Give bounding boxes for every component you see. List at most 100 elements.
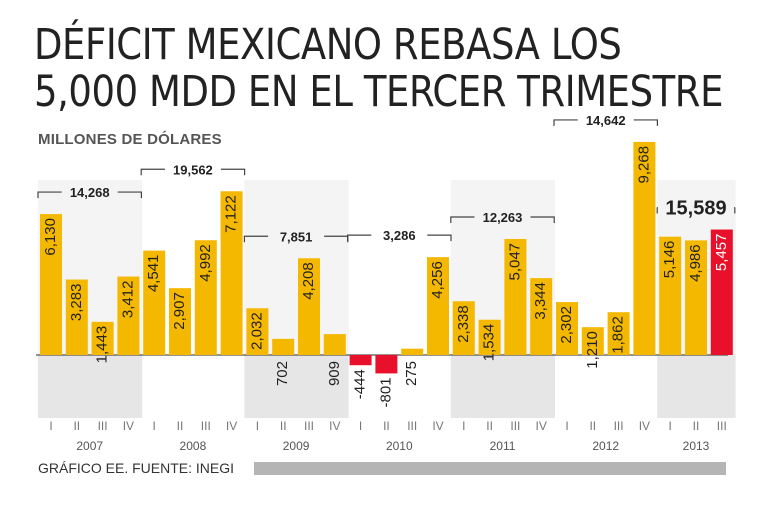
quarter-tick-label: I [256,419,259,433]
bar [581,327,604,355]
quarter-tick-label: III [614,419,624,433]
bar-value-label: 9,268 [635,146,652,184]
bar [91,321,114,355]
quarter-tick-label: IV [226,419,237,433]
bar-value-label: 4,986 [687,244,704,282]
bar [427,257,449,355]
bar [633,141,656,355]
year-label: 2008 [180,439,207,453]
bar-value-label: 2,907 [171,292,188,330]
year-total-label: 3,286 [383,228,416,243]
bar-value-label: 5,457 [713,234,730,272]
year-band-lower [38,355,143,418]
year-label: 2012 [592,439,619,453]
bar [607,312,630,355]
bar-value-label: 5,047 [506,243,523,281]
bar [452,301,475,355]
bar-value-label: -801 [377,377,394,407]
bar [375,355,398,374]
quarter-tick-label: II [693,419,700,433]
year-label: 2010 [386,439,413,453]
footer-rule [254,462,726,475]
quarter-tick-label: I [462,419,465,433]
quarter-tick-label: II [589,419,596,433]
chart-title: DÉFICIT MEXICANO REBASA LOS 5,000 MDD EN… [34,20,724,117]
quarter-tick-label: I [359,419,362,433]
bar [169,288,191,355]
source-footer: GRÁFICO EE. FUENTE: INEGI [38,460,235,476]
quarter-tick-label: I [565,419,568,433]
year-band-lower [657,355,736,418]
bar [272,338,295,355]
chart-title-line-2: 5,000 MDD EN EL TERCER TRIMESTRE [34,67,724,117]
bar [298,258,320,355]
year-bracket [553,119,658,126]
quarter-tick-label: II [280,419,287,433]
bar-value-label: 3,344 [532,282,549,320]
quarter-tick-label: I [153,419,156,433]
bar-value-label: 7,122 [223,195,240,233]
quarter-tick-label: IV [536,419,547,433]
year-bracket [450,216,555,223]
bar [478,319,501,355]
bar-value-label: 1,443 [94,326,111,364]
year-label: 2013 [683,439,710,453]
quarter-tick-label: III [407,419,417,433]
bar-value-label: 3,412 [119,281,136,319]
bar [246,308,269,355]
bar [349,355,372,366]
bar-value-label: 4,256 [429,261,446,299]
quarter-tick-label: I [669,419,672,433]
bar [65,279,88,355]
bar-value-label: 275 [403,361,420,386]
year-band-lower [244,355,349,418]
bar-value-label: 2,302 [558,306,575,344]
year-total-label: 14,642 [586,113,626,128]
year-total-label: 12,263 [483,210,523,225]
bar [401,348,424,355]
year-bracket [37,191,142,199]
quarter-tick-label: IV [639,419,650,433]
bar [143,250,166,355]
quarter-tick-label: IV [329,419,340,433]
bar-value-label: 4,992 [197,244,214,282]
year-bracket [140,168,246,176]
bar-value-label: 3,283 [68,284,85,322]
y-axis-label: MILLONES DE DÓLARES [38,131,222,148]
bar-value-label: 702 [274,361,291,386]
bar [530,278,553,355]
bar [659,236,682,355]
quarter-tick-label: III [717,419,727,433]
bar-value-label: 2,338 [455,305,472,343]
bar-value-label: 909 [326,361,343,386]
year-bracket [656,206,736,214]
year-band-lower [450,355,555,418]
year-total-label: 19,562 [173,162,213,177]
quarter-tick-label: II [73,419,80,433]
quarter-tick-label: III [510,419,520,433]
bar-value-label: 2,032 [248,312,265,350]
year-label: 2011 [490,439,516,453]
quarter-tick-label: III [98,419,108,433]
year-total-label: 14,268 [70,185,110,200]
bar [556,302,578,355]
bar-value-label: 1,862 [610,316,627,354]
bar [220,191,243,355]
bar-value-label: 6,130 [42,218,59,256]
quarter-tick-label: IV [432,419,443,433]
year-label: 2007 [76,439,103,453]
year-bracket [347,234,452,242]
bar [685,240,707,355]
quarter-tick-label: III [201,419,211,433]
bar [117,276,140,355]
year-total-label: 7,851 [280,229,313,244]
quarter-tick-label: II [383,419,390,433]
quarter-tick-label: I [49,419,52,433]
bar [323,334,346,355]
quarter-tick-label: IV [123,419,134,433]
bar [40,214,62,355]
chart-title-line-1: DÉFICIT MEXICANO REBASA LOS [34,20,622,70]
quarter-tick-label: II [177,419,184,433]
bar-value-label: 1,210 [584,331,601,369]
